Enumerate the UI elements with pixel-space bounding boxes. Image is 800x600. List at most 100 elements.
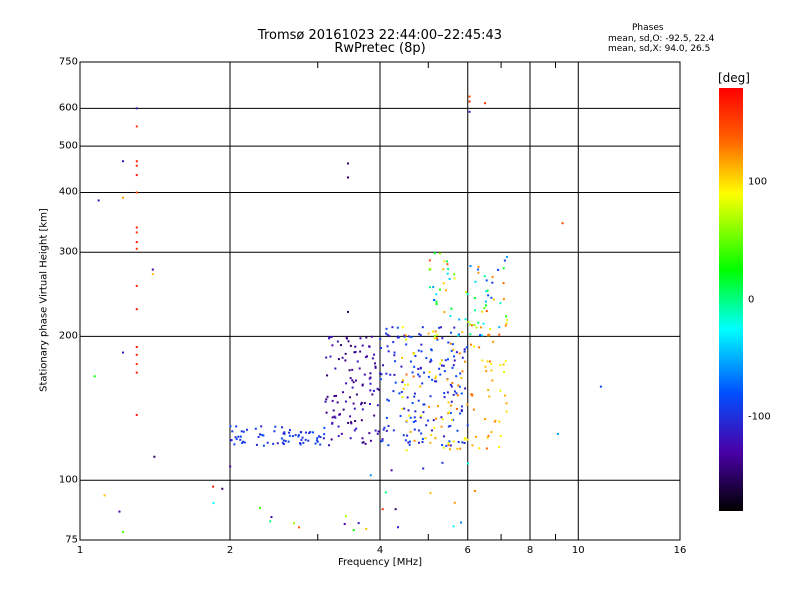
data-point — [359, 337, 362, 340]
data-point — [420, 343, 423, 346]
data-point — [466, 424, 469, 427]
data-point — [440, 416, 443, 419]
data-point — [473, 297, 476, 300]
phase-legend-title: Phases — [632, 23, 664, 33]
data-point — [414, 410, 417, 413]
data-point — [334, 367, 337, 370]
data-point — [342, 408, 345, 411]
data-point — [266, 441, 269, 444]
data-point — [351, 379, 354, 382]
data-point — [385, 332, 388, 335]
data-point — [459, 447, 462, 450]
data-point — [446, 260, 449, 263]
data-point — [461, 441, 464, 444]
data-point — [392, 341, 395, 344]
data-point — [442, 268, 445, 271]
y-tick-label: 100 — [58, 474, 78, 486]
data-point — [447, 401, 450, 404]
colorbar-tick-label: 0 — [748, 294, 755, 305]
data-point — [333, 415, 336, 418]
data-point — [288, 431, 291, 434]
data-point — [457, 334, 460, 337]
data-point — [337, 435, 340, 438]
data-point — [352, 381, 355, 384]
data-point — [417, 349, 420, 352]
data-point — [322, 437, 325, 440]
data-point — [448, 448, 451, 451]
data-point — [229, 425, 232, 428]
data-point — [484, 365, 487, 368]
data-point — [122, 351, 125, 354]
data-point — [349, 344, 352, 347]
chart-title: Tromsø 20161023 22:44:00–22:45:43 — [257, 28, 503, 43]
data-point — [350, 421, 353, 424]
data-point — [365, 527, 368, 530]
data-point — [441, 337, 444, 340]
data-point — [346, 310, 349, 313]
data-point — [212, 502, 215, 505]
data-point — [427, 419, 430, 422]
data-point — [443, 392, 446, 395]
data-point — [388, 335, 391, 338]
data-point — [364, 442, 367, 445]
data-point — [387, 350, 390, 353]
data-point — [287, 440, 290, 443]
data-point — [373, 414, 376, 417]
data-point — [122, 196, 125, 199]
data-point — [429, 441, 432, 444]
data-point — [283, 431, 286, 434]
data-point — [352, 529, 355, 532]
data-point — [452, 440, 455, 443]
data-point — [486, 289, 489, 292]
data-point — [449, 411, 452, 414]
data-point — [237, 435, 240, 438]
data-point — [435, 293, 438, 296]
data-point — [403, 334, 406, 337]
data-point — [443, 396, 446, 399]
data-point — [374, 366, 377, 369]
data-point — [412, 420, 415, 423]
data-point — [340, 432, 343, 435]
data-point — [358, 367, 361, 370]
data-point — [381, 508, 384, 511]
data-point — [288, 434, 291, 437]
data-point — [403, 335, 406, 338]
data-point — [436, 333, 439, 336]
data-point — [505, 322, 508, 325]
data-point — [390, 469, 393, 472]
data-point — [422, 411, 425, 414]
data-point — [422, 467, 425, 470]
data-point — [456, 429, 459, 432]
data-point — [470, 324, 473, 327]
data-point — [470, 393, 473, 396]
data-point — [346, 337, 349, 340]
data-point — [135, 353, 138, 356]
data-point — [369, 382, 372, 385]
data-point — [449, 331, 452, 334]
data-point — [387, 399, 390, 402]
data-point — [488, 360, 491, 363]
data-point — [336, 401, 339, 404]
data-point — [135, 413, 138, 416]
data-point — [382, 364, 385, 367]
data-point — [441, 418, 444, 421]
data-point — [432, 330, 435, 333]
data-point — [234, 436, 237, 439]
data-point — [498, 420, 501, 423]
data-point — [435, 417, 438, 420]
data-point — [450, 349, 453, 352]
data-point — [413, 365, 416, 368]
data-point — [430, 434, 433, 437]
data-point — [366, 355, 369, 358]
data-point — [347, 340, 350, 343]
data-point — [260, 425, 263, 428]
data-point — [360, 403, 363, 406]
data-point — [269, 520, 272, 523]
data-point — [349, 377, 352, 380]
data-point — [451, 366, 454, 369]
data-point — [453, 390, 456, 393]
data-point — [458, 385, 461, 388]
data-point — [409, 360, 412, 363]
data-point — [419, 385, 422, 388]
data-point — [379, 378, 382, 381]
